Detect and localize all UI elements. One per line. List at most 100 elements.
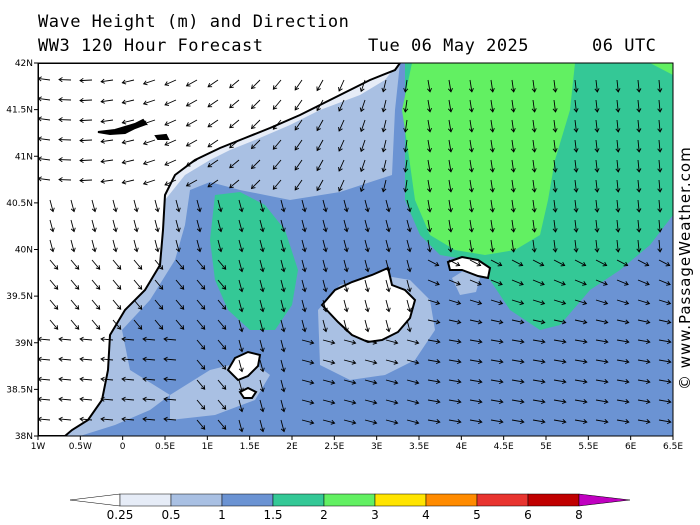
direction-arrow: [532, 379, 545, 383]
direction-arrow: [133, 219, 138, 232]
direction-arrow-head: [510, 248, 516, 253]
direction-arrow-head: [158, 265, 164, 270]
lat-tick-label: 39N: [15, 339, 33, 349]
direction-arrow: [229, 159, 240, 169]
legend-label: 0.5: [161, 508, 180, 522]
direction-arrow: [196, 219, 201, 232]
direction-arrow: [427, 259, 439, 266]
direction-arrow: [343, 339, 356, 344]
direction-arrow: [154, 259, 164, 270]
direction-arrow-head: [330, 339, 336, 345]
direction-arrow: [469, 99, 473, 112]
direction-arrow-head: [489, 228, 495, 233]
direction-arrow: [532, 239, 536, 252]
lat-tick-label: 42N: [15, 59, 33, 69]
direction-arrow: [616, 359, 629, 363]
color-legend: 0.25 0.5 1 1.5 2 3 4 5 6 8: [69, 493, 631, 522]
direction-arrow-head: [456, 399, 462, 405]
direction-arrow-head: [434, 261, 440, 267]
direction-arrow-head: [573, 108, 579, 113]
direction-arrow: [70, 199, 75, 212]
direction-arrow-head: [316, 126, 321, 132]
direction-arrow-head: [381, 127, 387, 133]
direction-arrow: [316, 159, 324, 171]
direction-arrow-head: [280, 247, 286, 253]
direction-arrow: [448, 339, 461, 343]
direction-arrow: [175, 199, 180, 212]
direction-arrow-head: [573, 128, 579, 133]
direction-arrow-head: [58, 356, 63, 362]
direction-arrow: [38, 177, 51, 181]
direction-arrow: [38, 418, 51, 421]
direction-arrow: [316, 119, 324, 131]
direction-arrow: [360, 159, 366, 172]
direction-arrow: [469, 319, 482, 324]
direction-arrow: [79, 99, 93, 102]
direction-arrow-head: [259, 347, 265, 353]
direction-arrow: [616, 279, 629, 286]
direction-arrow-head: [359, 107, 365, 113]
direction-arrow-head: [561, 281, 566, 286]
direction-arrow: [251, 139, 261, 149]
direction-arrow-head: [74, 325, 80, 330]
direction-arrow: [101, 398, 114, 401]
direction-arrow: [595, 159, 598, 172]
direction-arrow: [658, 399, 671, 403]
direction-arrow: [406, 319, 411, 332]
direction-arrow-head: [229, 83, 234, 89]
lon-tick-label: 3.5E: [409, 442, 429, 452]
direction-arrow: [490, 199, 494, 212]
direction-arrow: [595, 239, 598, 252]
direction-arrow: [448, 79, 452, 92]
direction-arrow-head: [280, 407, 286, 413]
direction-arrow: [364, 279, 369, 292]
direction-arrow-head: [280, 327, 286, 333]
direction-arrow-head: [53, 325, 59, 330]
direction-arrow-head: [427, 227, 433, 233]
direction-arrow: [427, 119, 431, 132]
direction-arrow: [259, 399, 264, 412]
direction-arrow-head: [351, 399, 357, 405]
direction-arrow: [511, 259, 523, 266]
direction-arrow: [164, 378, 177, 381]
direction-arrow: [469, 119, 473, 132]
direction-arrow: [448, 139, 452, 152]
direction-arrow: [490, 419, 503, 423]
direction-arrow-head: [316, 186, 321, 192]
direction-arrow-head: [58, 137, 63, 143]
direction-arrow: [196, 359, 206, 370]
direction-arrow: [616, 179, 619, 192]
direction-arrow: [511, 239, 515, 252]
map-plot-area: [38, 63, 673, 436]
lat-tick-label: 40N: [15, 246, 33, 256]
direction-arrow-head: [582, 300, 588, 306]
direction-arrow: [574, 99, 577, 112]
lon-tick-label: 1E: [202, 442, 214, 452]
direction-arrow: [511, 219, 515, 232]
direction-arrow-head: [510, 168, 516, 173]
direction-arrow-head: [393, 419, 399, 425]
direction-arrow: [338, 119, 345, 132]
direction-arrow: [553, 419, 566, 423]
direction-arrow-head: [477, 399, 483, 405]
direction-arrow-head: [185, 122, 191, 127]
direction-arrow-head: [137, 325, 143, 330]
direction-arrow-head: [294, 85, 300, 91]
direction-arrow-head: [164, 161, 170, 166]
direction-arrow-head: [552, 148, 558, 153]
direction-arrow-head: [666, 399, 672, 405]
direction-arrow-head: [489, 248, 495, 253]
direction-arrow-head: [624, 281, 629, 286]
direction-arrow-head: [531, 228, 537, 233]
direction-arrow: [532, 139, 536, 152]
direction-arrow-head: [624, 399, 630, 405]
direction-arrow: [616, 219, 619, 232]
direction-arrow-head: [221, 265, 227, 270]
direction-arrow: [38, 117, 51, 121]
legend-label: 5: [473, 508, 481, 522]
direction-arrow: [469, 379, 482, 383]
direction-arrow: [175, 259, 185, 270]
direction-arrow: [404, 139, 408, 152]
land-ibiza: [226, 350, 262, 382]
direction-arrow: [122, 119, 135, 124]
